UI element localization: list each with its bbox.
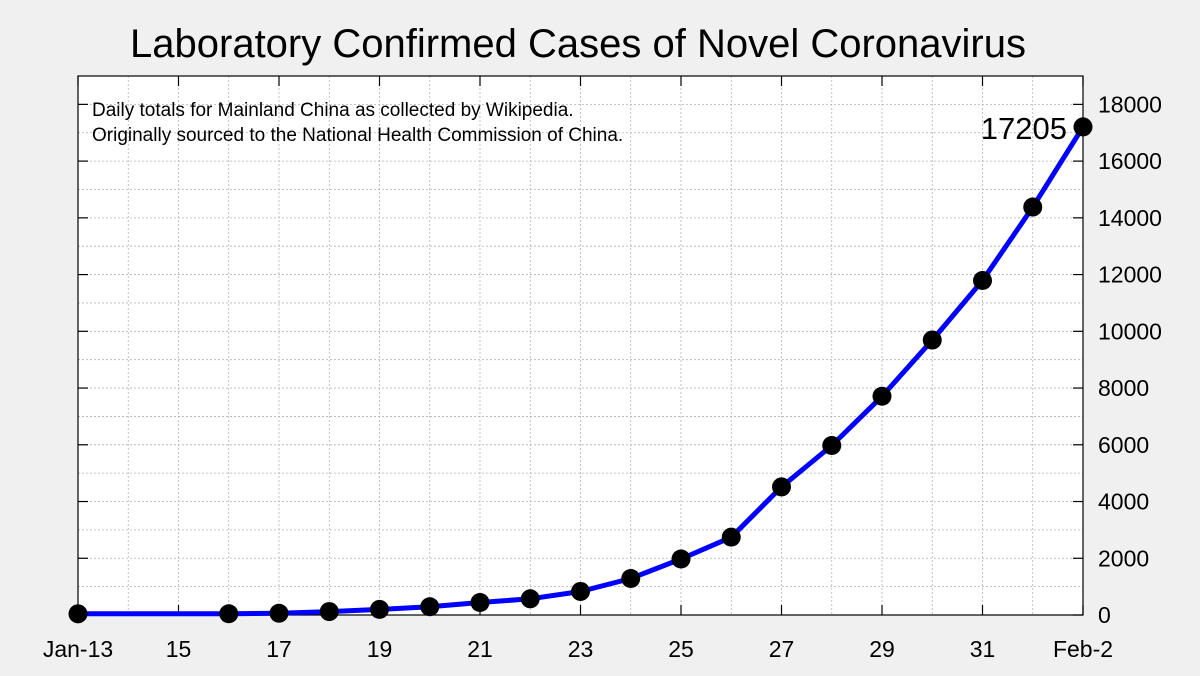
annotation-line: Daily totals for Mainland China as colle… xyxy=(92,100,574,121)
x-tick-label: 15 xyxy=(166,636,192,662)
data-point xyxy=(872,386,892,406)
data-point xyxy=(721,527,741,547)
y-tick-label: 16000 xyxy=(1098,148,1162,174)
y-tick-label: 18000 xyxy=(1098,91,1162,117)
data-point xyxy=(269,603,289,623)
y-tick-label: 6000 xyxy=(1098,432,1149,458)
x-tick-label: 21 xyxy=(467,636,493,662)
data-point xyxy=(1023,197,1043,217)
data-point xyxy=(973,271,992,291)
chart-title: Laboratory Confirmed Cases of Novel Coro… xyxy=(130,22,1026,66)
data-point xyxy=(319,602,339,622)
last-value-callout: 17205 xyxy=(981,111,1067,146)
x-tick-label: 17 xyxy=(266,636,292,662)
data-point xyxy=(1073,117,1093,137)
x-tick-label: 27 xyxy=(769,636,795,662)
x-tick-label: 29 xyxy=(869,636,895,662)
annotation: Daily totals for Mainland China as colle… xyxy=(92,100,623,146)
y-tick-label: 0 xyxy=(1098,602,1111,628)
x-axis-tick-labels: Jan-13 15 17 19 21 23 25 27 29 31 Feb-2 xyxy=(43,636,1113,662)
data-point xyxy=(772,477,791,497)
data-point xyxy=(571,581,590,601)
data-point xyxy=(822,436,842,456)
data-point xyxy=(420,597,440,617)
y-tick-label: 2000 xyxy=(1098,545,1149,571)
x-tick-label: 19 xyxy=(367,636,393,662)
data-point xyxy=(470,593,490,613)
data-point xyxy=(621,568,641,588)
data-point xyxy=(671,549,691,569)
x-tick-label: 23 xyxy=(568,636,594,662)
y-tick-label: 12000 xyxy=(1098,262,1162,288)
y-tick-label: 4000 xyxy=(1098,489,1149,515)
data-point xyxy=(922,330,942,350)
data-point xyxy=(219,604,239,624)
series-markers xyxy=(68,117,1093,624)
x-tick-label: 31 xyxy=(970,636,996,662)
data-point xyxy=(520,589,540,609)
x-tick-label: Feb-2 xyxy=(1053,636,1113,662)
y-axis-tick-labels: 0 2000 4000 6000 8000 10000 12000 14000 16000 180… xyxy=(1098,91,1162,628)
data-point xyxy=(370,599,389,619)
y-tick-label: 10000 xyxy=(1098,318,1162,344)
y-tick-label: 8000 xyxy=(1098,375,1149,401)
x-tick-label: Jan-13 xyxy=(43,636,113,662)
annotation-line: Originally sourced to the National Healt… xyxy=(92,125,623,146)
y-tick-label: 14000 xyxy=(1098,205,1162,231)
x-tick-label: 25 xyxy=(668,636,694,662)
grid xyxy=(78,76,1083,615)
data-point xyxy=(68,604,88,624)
